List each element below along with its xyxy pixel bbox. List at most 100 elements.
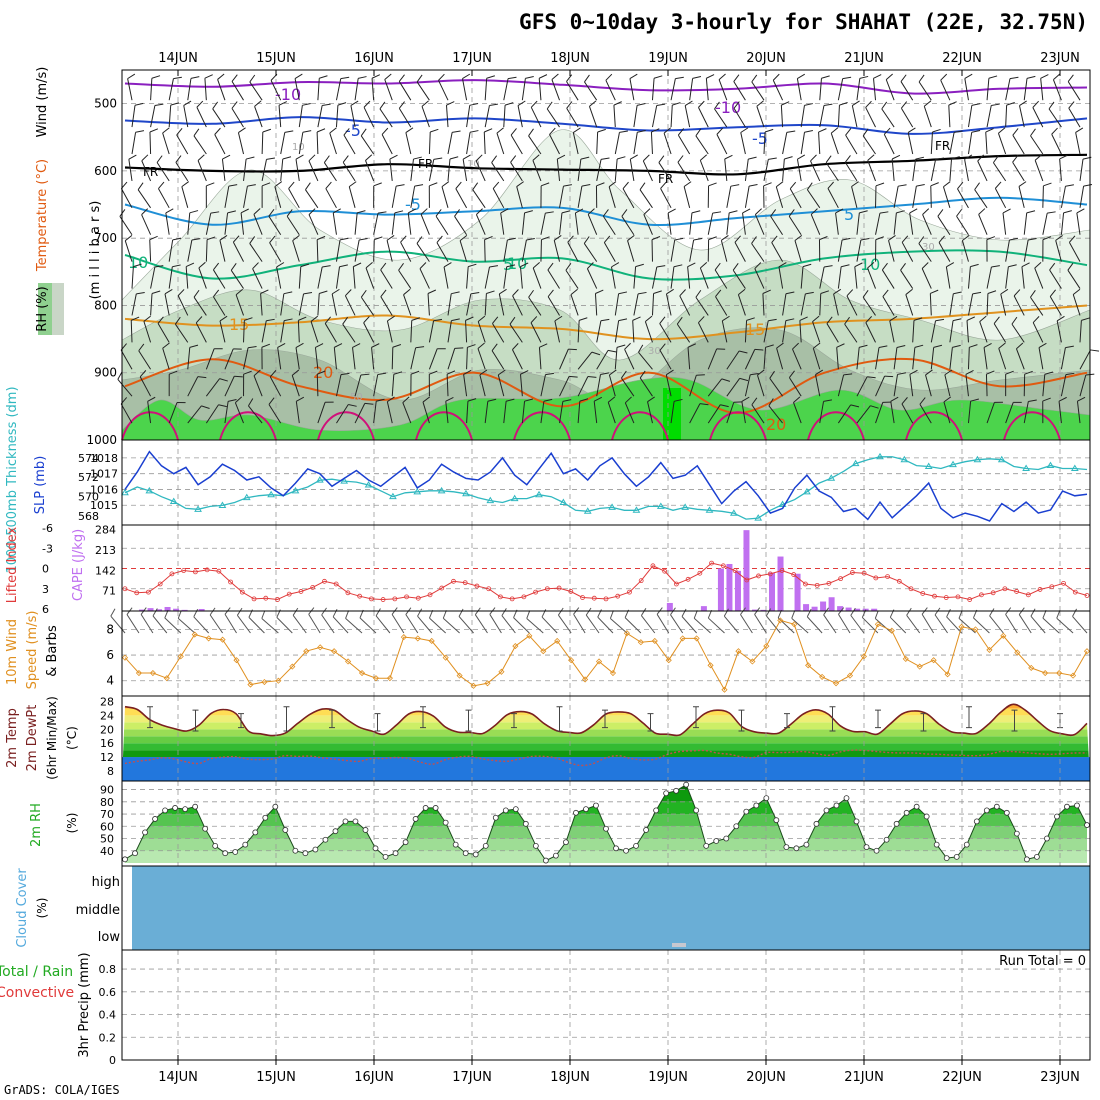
- upper-wind-barb-465-staff: [776, 347, 784, 370]
- upper-wind-barb-275-staff: [510, 134, 523, 155]
- upper-wind-barb-173-feather: [373, 182, 382, 187]
- upper-wind-barb-389-staff: [670, 401, 675, 424]
- rh-marker-1: [132, 850, 138, 857]
- upper-wind-barb-197-feather: [405, 127, 414, 133]
- rh-marker-50: [623, 847, 629, 854]
- upper-wind-barb-428-staff: [726, 402, 735, 424]
- upper-wind-barb-289-staff: [532, 160, 542, 182]
- upper-wind-barb-84-staff: [232, 241, 244, 262]
- upper-wind-barb-533-staff: [885, 79, 895, 101]
- upper-wind-barb-420-feather: [730, 184, 740, 187]
- upper-wind-barb-30-staff: [158, 188, 170, 209]
- upper-wind-barb-494-feather: [842, 76, 852, 80]
- upper-wind-barb-643: [1042, 236, 1052, 262]
- upper-wind-barb-128: [291, 369, 300, 397]
- upper-wind-barb-307-feather: [547, 289, 554, 297]
- upper-wind-barb-316-feather: [581, 184, 591, 187]
- upper-wind-barb-408: [707, 211, 722, 235]
- wind-speed-marker-16: [345, 658, 352, 665]
- upper-wind-barb-340-staff: [614, 132, 620, 155]
- upper-wind-barb-239-feather: [454, 209, 460, 217]
- cape-bar-76: [769, 572, 776, 611]
- upper-wind-barb-641-feather: [1043, 182, 1052, 187]
- upper-wind-barb-189: [380, 262, 393, 289]
- upper-wind-barb-135-feather: [308, 208, 316, 215]
- upper-wind-barb-615-feather: [994, 181, 1002, 189]
- upper-wind-barb-472-staff: [789, 188, 802, 209]
- contour-label-19: 10: [467, 159, 480, 170]
- upper-wind-barb-343-feather: [602, 209, 609, 217]
- surface-wind-barb-19-feather: [375, 608, 381, 617]
- upper-wind-barb-434: [742, 208, 751, 235]
- upper-wind-barb-306-feather: [547, 262, 554, 271]
- surface-wind-barb-67: [1042, 610, 1060, 634]
- upper-wind-barb-9: [130, 316, 140, 343]
- upper-wind-barb-210: [428, 128, 439, 155]
- upper-wind-barb-295: [530, 316, 542, 343]
- upper-wind-barb-97-staff: [249, 243, 263, 262]
- upper-wind-barb-594-staff: [966, 320, 969, 343]
- isotherm-3: [124, 196, 1088, 226]
- upper-wind-barb-103: [247, 398, 263, 424]
- upper-wind-barb-256-feather: [477, 315, 486, 322]
- upper-wind-barb-499-staff: [835, 212, 839, 235]
- upper-wind-barb-308-staff: [554, 320, 561, 343]
- surface-wind-barb-35-staff: [597, 616, 614, 634]
- upper-wind-barb-40-feather: [183, 100, 192, 106]
- upper-wind-barb-414: [707, 378, 731, 397]
- upper-wind-barb-460-staff: [770, 216, 784, 235]
- upper-wind-barb-515: [846, 289, 858, 316]
- surface-wind-barb-22: [417, 608, 433, 634]
- upper-wind-barb-15: [149, 128, 159, 155]
- upper-wind-barb-366-staff: [650, 132, 653, 155]
- upper-wind-barb-18-staff: [141, 214, 152, 235]
- upper-wind-barb-403-feather: [706, 74, 715, 79]
- rh-marker-48: [603, 825, 609, 832]
- upper-wind-barb-635-feather: [1024, 370, 1033, 375]
- upper-wind-barb-19-staff: [149, 239, 152, 262]
- upper-wind-barb-90: [234, 396, 244, 424]
- cape-bar-71: [726, 563, 733, 611]
- upper-wind-barb-658: [1049, 289, 1062, 316]
- upper-wind-barb-387: [659, 343, 672, 370]
- upper-wind-barb-361-feather: [624, 342, 631, 350]
- upper-wind-barb-18: [141, 208, 152, 235]
- upper-wind-barb-655: [1060, 210, 1072, 235]
- upper-wind-barb-178-feather: [363, 316, 370, 324]
- upper-wind-barb-290-feather: [540, 182, 550, 187]
- rh-marker-68: [803, 841, 810, 848]
- upper-wind-barb-365-staff: [651, 105, 658, 128]
- upper-wind-barb-184-feather: [381, 127, 389, 135]
- upper-wind-barb-428: [726, 401, 743, 424]
- upper-wind-barb-215-staff: [419, 268, 430, 289]
- upper-wind-barb-427-staff: [726, 378, 741, 397]
- upper-wind-barb-457: [782, 130, 796, 155]
- upper-wind-barb-259-staff: [484, 401, 489, 424]
- upper-wind-barb-330-staff: [587, 214, 598, 235]
- upper-wind-barb-509-feather: [845, 128, 852, 136]
- upper-wind-barb-596: [965, 369, 974, 397]
- upper-wind-barb-58-staff: [205, 239, 208, 262]
- upper-wind-barb-192: [391, 344, 402, 370]
- upper-wind-barb-232: [446, 370, 456, 397]
- upper-wind-barb-459: [775, 181, 784, 208]
- temp-minmax-bar-3: [283, 706, 290, 732]
- upper-wind-barb-438-staff: [744, 320, 748, 343]
- upper-wind-barb-152: [324, 316, 337, 343]
- upper-wind-barb-35-staff: [157, 323, 170, 343]
- upper-wind-barb-513: [856, 237, 870, 262]
- upper-wind-barb-132-staff: [316, 131, 319, 155]
- upper-wind-barb-223-staff: [447, 132, 453, 155]
- rh-band-0: [125, 850, 1087, 863]
- upper-wind-barb-277-feather: [516, 181, 524, 187]
- lifted-index-marker-63: [861, 570, 867, 576]
- upper-wind-barb-386-feather: [659, 316, 666, 324]
- thk-ytick-label-2: 572: [78, 471, 99, 484]
- upper-wind-barb-47: [177, 289, 189, 316]
- upper-wind-barb-474-staff: [794, 240, 802, 262]
- rh-marker-95: [1074, 802, 1080, 809]
- upper-wind-barb-163-staff: [352, 266, 356, 289]
- upper-wind-barb-605: [986, 265, 1000, 289]
- rh-band-1: [125, 838, 1087, 851]
- surface-wind-barb-57-staff: [906, 614, 921, 634]
